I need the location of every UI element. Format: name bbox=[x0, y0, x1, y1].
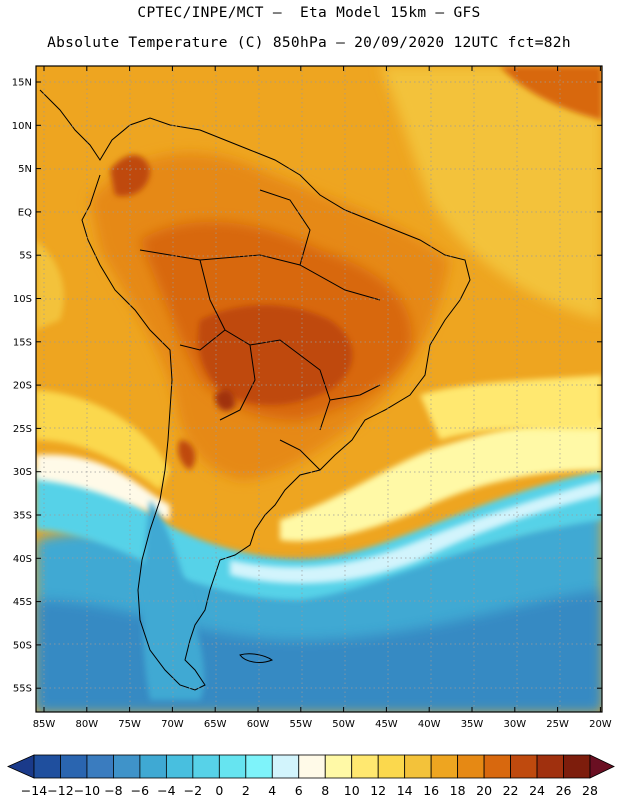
color-bar-segment bbox=[483, 754, 511, 779]
lon-tick-label: 40W bbox=[418, 719, 441, 730]
color-bar-segment bbox=[139, 754, 167, 779]
lat-tick-label: 30S bbox=[13, 467, 32, 478]
color-bar-segment bbox=[457, 754, 485, 779]
lat-tick-label: 10N bbox=[12, 121, 32, 132]
color-bar-label: −12 bbox=[47, 783, 73, 798]
lat-tick-label: 40S bbox=[13, 554, 32, 565]
color-bar-segment bbox=[298, 754, 326, 779]
lon-tick-label: 75W bbox=[118, 719, 141, 730]
color-bar-label: 16 bbox=[423, 783, 439, 798]
color-bar-label: 2 bbox=[242, 783, 250, 798]
color-bar-segment bbox=[351, 754, 379, 779]
lat-tick-label: 5S bbox=[19, 251, 32, 262]
color-bar-arrow-low bbox=[7, 754, 35, 779]
lon-tick-label: 85W bbox=[33, 719, 56, 730]
color-bar-segment bbox=[86, 754, 114, 779]
longitude-axis: 85W 80W 75W 70W 65W 60W 55W 50W 45W 40W 35W 30W 25W 2… bbox=[33, 66, 612, 730]
color-bar bbox=[7, 754, 615, 779]
lon-tick-label: 50W bbox=[332, 719, 355, 730]
color-bar-segment bbox=[192, 754, 220, 779]
lon-tick-label: 65W bbox=[204, 719, 227, 730]
color-bar-label: −4 bbox=[157, 783, 175, 798]
color-bar-label: −8 bbox=[104, 783, 122, 798]
color-bar-label: −14 bbox=[21, 783, 47, 798]
lon-tick-label: 45W bbox=[375, 719, 398, 730]
chart-title-line1: CPTEC/INPE/MCT – Eta Model 15km – GFS bbox=[137, 5, 481, 21]
color-bar-segment bbox=[430, 754, 459, 779]
lat-tick-label: 25S bbox=[13, 424, 32, 435]
color-bar-segment bbox=[245, 754, 273, 779]
color-bar-segment bbox=[324, 754, 353, 779]
lat-tick-label: 15N bbox=[12, 78, 32, 89]
lon-tick-label: 25W bbox=[546, 719, 569, 730]
color-bar-segment bbox=[510, 754, 538, 779]
latitude-axis: 15N 10N 5N EQ 5S 10S 15S 20S 25S 30S 35S 40S 45S 50S 5… bbox=[12, 78, 602, 695]
color-bar-segment bbox=[377, 754, 406, 779]
color-bar-label: −10 bbox=[74, 783, 100, 798]
color-bar-label: 12 bbox=[370, 783, 386, 798]
color-bar-label: 24 bbox=[529, 783, 545, 798]
map-frame bbox=[35, 65, 603, 713]
lon-tick-label: 70W bbox=[161, 719, 184, 730]
color-bar-label: 10 bbox=[344, 783, 360, 798]
lat-tick-label: EQ bbox=[18, 207, 32, 218]
lat-tick-label: 55S bbox=[13, 684, 32, 695]
color-bar-label: 28 bbox=[582, 783, 598, 798]
lat-tick-label: 5N bbox=[18, 164, 32, 175]
color-bar-label: 14 bbox=[397, 783, 413, 798]
color-bar-arrow-high bbox=[589, 754, 615, 779]
color-bar-segment bbox=[563, 754, 591, 779]
color-bar-segment bbox=[165, 754, 194, 779]
lat-tick-label: 15S bbox=[13, 337, 32, 348]
lon-tick-label: 55W bbox=[289, 719, 312, 730]
coastline bbox=[39, 89, 471, 691]
lat-tick-label: 20S bbox=[13, 381, 32, 392]
color-bar-label: 18 bbox=[450, 783, 466, 798]
lon-tick-label: 20W bbox=[589, 719, 612, 730]
color-bar-label: 4 bbox=[268, 783, 276, 798]
lat-tick-label: 10S bbox=[13, 294, 32, 305]
lon-tick-label: 35W bbox=[461, 719, 484, 730]
lat-tick-label: 50S bbox=[13, 640, 32, 651]
color-bar-segment bbox=[33, 754, 61, 779]
color-bar-label: −6 bbox=[131, 783, 149, 798]
temperature-field bbox=[36, 66, 602, 712]
lon-tick-label: 60W bbox=[247, 719, 270, 730]
color-bar-labels: −14 −12 −10 −8 −6 −4 −2 0 2 4 6 8 10 12 14 16 18 20 22 24 26… bbox=[21, 783, 598, 798]
lat-tick-label: 35S bbox=[13, 511, 32, 522]
color-bar-label: 22 bbox=[503, 783, 519, 798]
color-bar-label: 6 bbox=[295, 783, 303, 798]
color-bar-segment bbox=[218, 754, 247, 779]
color-bar-label: 8 bbox=[321, 783, 329, 798]
color-bar-segment bbox=[113, 754, 141, 779]
color-bar-label: 0 bbox=[215, 783, 223, 798]
color-bar-label: 20 bbox=[476, 783, 492, 798]
color-bar-label: −2 bbox=[184, 783, 202, 798]
color-bar-segment bbox=[271, 754, 300, 779]
lat-tick-label: 45S bbox=[13, 597, 32, 608]
color-bar-segment bbox=[404, 754, 432, 779]
color-bar-segment bbox=[536, 754, 564, 779]
color-bar-label: 26 bbox=[556, 783, 572, 798]
lon-tick-label: 30W bbox=[503, 719, 526, 730]
color-bar-segment bbox=[60, 754, 88, 779]
lon-tick-label: 80W bbox=[75, 719, 98, 730]
chart-title-line2: Absolute Temperature (C) 850hPa – 20/09/… bbox=[47, 35, 571, 51]
